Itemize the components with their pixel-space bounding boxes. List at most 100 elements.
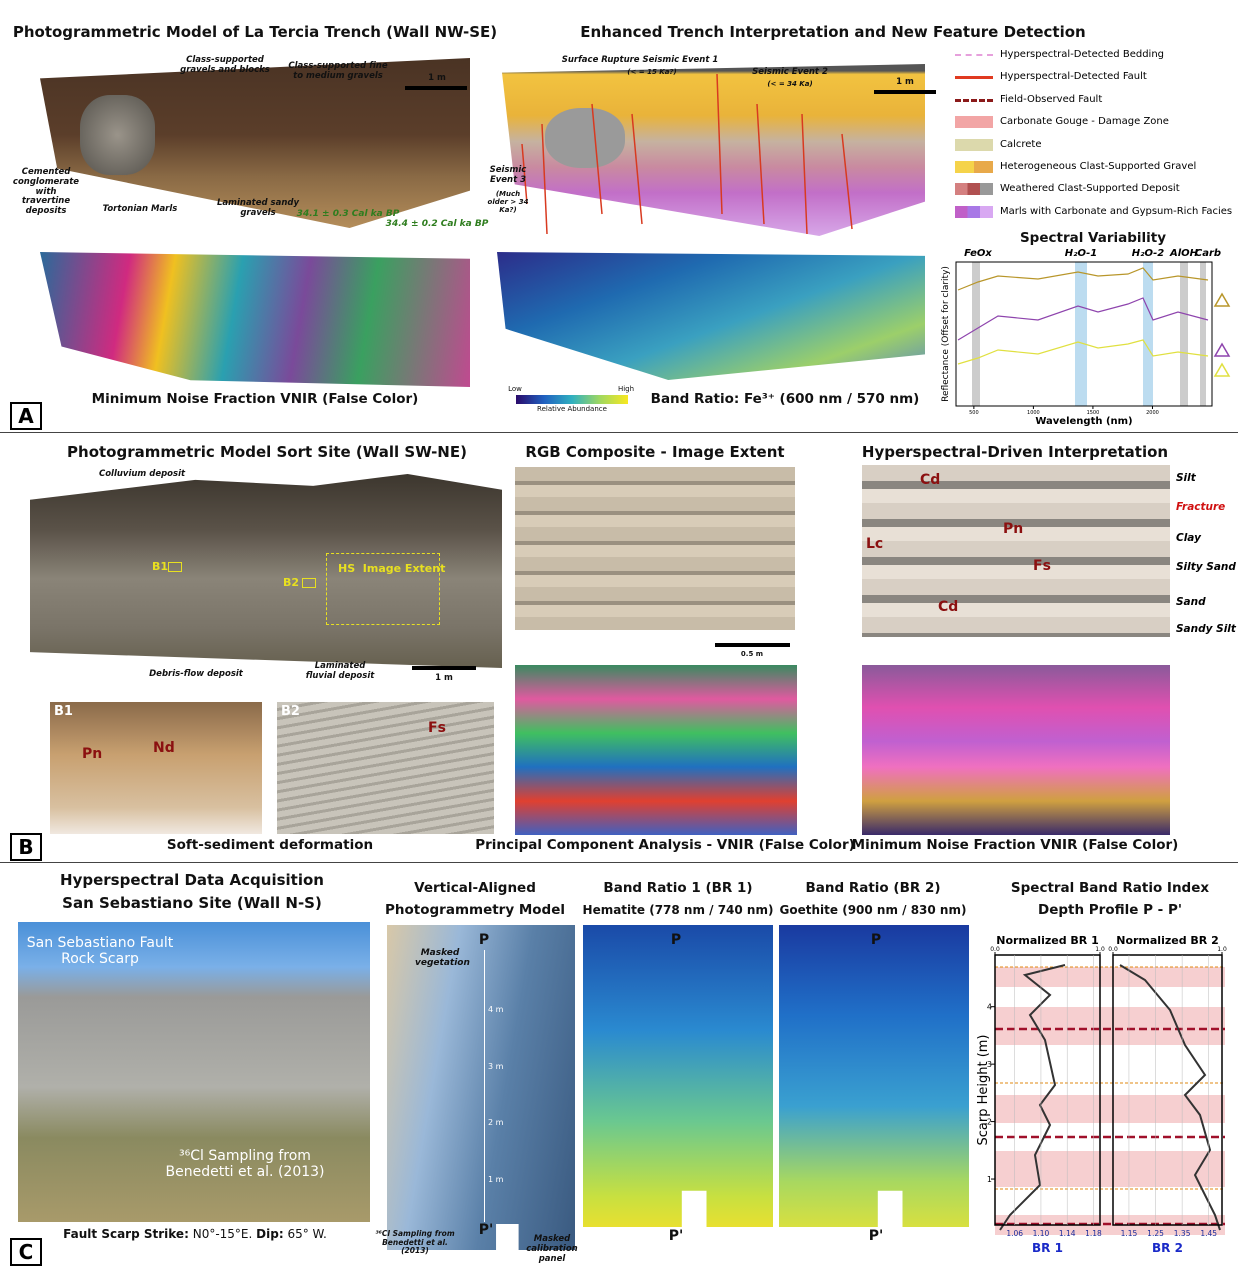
feature-mark: Fs xyxy=(428,720,446,736)
annotation: B2 xyxy=(283,577,299,590)
marker xyxy=(1215,364,1229,376)
caption: Band Ratio: Fe³⁺ (600 nm / 570 nm) xyxy=(651,392,920,408)
date-label: 34.4 ± 0.2 Cal ka BP xyxy=(386,219,489,229)
event-label: Seismic Event 3 xyxy=(488,166,528,186)
annotation: ³⁶Cl Sampling from Benedetti et al. (201… xyxy=(370,1230,460,1256)
x-tick-label: 1.18 xyxy=(1085,1229,1102,1238)
date-label: 34.1 ± 0.3 Cal ka BP xyxy=(297,209,400,219)
gravel-block xyxy=(80,95,155,175)
scale-bar xyxy=(874,90,936,94)
legend-swatch xyxy=(955,139,993,151)
annotation: Class-supported gravels and blocks xyxy=(178,56,273,76)
inset-box xyxy=(302,578,316,588)
y-tick-label: 2 xyxy=(987,1118,992,1127)
event-label: Seismic Event 2 xyxy=(752,68,828,78)
legend-swatch xyxy=(955,116,993,128)
legend-swatch xyxy=(955,161,993,173)
legend-label: Hyperspectral-Detected Bedding xyxy=(1000,49,1164,60)
scale-bar xyxy=(715,643,790,647)
panel-title: Enhanced Trench Interpretation and New F… xyxy=(580,24,1085,41)
legend-swatch xyxy=(955,54,993,56)
event-age: (Much older > 34 Ka?) xyxy=(485,190,531,214)
x-tick-label: 1.06 xyxy=(1006,1229,1023,1238)
panel-title: Hyperspectral Data Acquisition xyxy=(60,872,324,889)
panel-title: Photogrammetry Model xyxy=(385,903,565,919)
caption-part: N0°-15°E. xyxy=(193,1227,253,1241)
caption: Soft-sediment deformation xyxy=(167,838,373,854)
legend-label: Weathered Clast-Supported Deposit xyxy=(1000,183,1180,194)
panel-title: Depth Profile P - P' xyxy=(1038,903,1182,919)
legend-label: Calcrete xyxy=(1000,139,1042,150)
caption-part: 65° W. xyxy=(287,1227,326,1241)
feature-mark: Cd xyxy=(938,599,958,615)
inset-photo xyxy=(277,702,494,834)
band-label: H₂O-1 xyxy=(1065,248,1098,259)
legend-label: Carbonate Gouge - Damage Zone xyxy=(1000,116,1169,127)
height-label: 1 m xyxy=(488,1175,503,1184)
scale-label: 0.5 m xyxy=(741,650,763,658)
caption: Minimum Noise Fraction VNIR (False Color… xyxy=(92,392,419,408)
legend-label: Heterogeneous Clast-Supported Gravel xyxy=(1000,161,1196,172)
caption: Minimum Noise Fraction VNIR (False Color… xyxy=(852,838,1179,854)
x-tick-label: 1.10 xyxy=(1033,1229,1050,1238)
top-tick-label: 1.0 xyxy=(1095,946,1105,953)
panel-title: Photogrammetric Model of La Tercia Trenc… xyxy=(13,24,497,41)
annotation: Colluvium deposit xyxy=(99,470,185,480)
inset-label: B1 xyxy=(54,705,73,720)
spectral-chart: FeOx H₂O-1 H₂O-2 AlOH Carb Reflectance (… xyxy=(938,246,1233,432)
unit-label: Clay xyxy=(1176,532,1201,544)
scale-bar xyxy=(412,666,476,670)
feature-mark: Fs xyxy=(1033,558,1051,574)
profile-end: P xyxy=(871,932,881,948)
annotation: Cemented conglomerate with travertine de… xyxy=(11,168,81,217)
panel-label: A xyxy=(10,402,42,430)
profile-end: P' xyxy=(479,1222,494,1238)
panel-title: Photogrammetric Model Sort Site (Wall SW… xyxy=(67,444,467,461)
x-axis-label: Wavelength (nm) xyxy=(1035,416,1132,427)
unit-label: Fracture xyxy=(1176,501,1225,513)
feature-mark: Nd xyxy=(153,740,175,756)
feature-mark: Lc xyxy=(866,536,883,552)
legend-swatch xyxy=(955,99,993,102)
feature-mark: Pn xyxy=(82,746,102,762)
x-tick-label: 1.45 xyxy=(1200,1229,1217,1238)
colorbar-label: Relative Abundance xyxy=(537,405,607,413)
colorbar-label: Low xyxy=(508,385,522,393)
plot-title: Normalized BR 1 xyxy=(996,934,1099,947)
fault-lines xyxy=(502,64,925,236)
legend-label: Field-Observed Fault xyxy=(1000,94,1102,105)
height-label: 2 m xyxy=(488,1118,503,1127)
annotation: HS Image Extent xyxy=(338,563,445,576)
panel-subtitle: Hematite (778 nm / 740 nm) xyxy=(583,904,774,918)
mnf-image xyxy=(40,252,470,387)
x-tick-label: 1.35 xyxy=(1174,1229,1191,1238)
figure: Photogrammetric Model of La Tercia Trenc… xyxy=(0,0,1238,1266)
panel-label: B xyxy=(10,833,42,861)
marker xyxy=(1215,294,1229,306)
marker xyxy=(1215,344,1229,356)
feature-mark: Cd xyxy=(920,472,940,488)
x-axis-label: BR 2 xyxy=(1152,1241,1183,1255)
photogrammetry-image xyxy=(387,925,575,1250)
colorbar-label: High xyxy=(618,385,634,393)
x-tick-label: 2000 xyxy=(1146,410,1159,416)
profile-end: P' xyxy=(869,1228,884,1244)
panel-label: C xyxy=(10,1238,42,1266)
panel-subtitle: San Sebastiano Site (Wall N-S) xyxy=(62,895,322,912)
inset-box xyxy=(168,562,182,572)
profile-end: P' xyxy=(669,1228,684,1244)
height-label: 3 m xyxy=(488,1062,503,1071)
annotation: ³⁶Cl Sampling from Benedetti et al. (201… xyxy=(155,1148,335,1180)
annotation: B1 xyxy=(152,561,168,574)
scale-label: 1 m xyxy=(428,74,446,84)
annotation: Masked calibration panel xyxy=(517,1235,587,1264)
event-label: Surface Rupture Seismic Event 1 xyxy=(562,56,719,66)
annotation: Debris-flow deposit xyxy=(149,670,243,680)
caption-part: Fault Scarp Strike: xyxy=(63,1227,189,1241)
unit-label: Sand xyxy=(1176,596,1206,608)
legend-swatch xyxy=(955,206,993,218)
y-tick-label: 3 xyxy=(987,1060,992,1069)
legend-swatch xyxy=(955,183,993,195)
legend-label: Hyperspectral-Detected Fault xyxy=(1000,71,1147,82)
br2-image xyxy=(779,925,969,1227)
